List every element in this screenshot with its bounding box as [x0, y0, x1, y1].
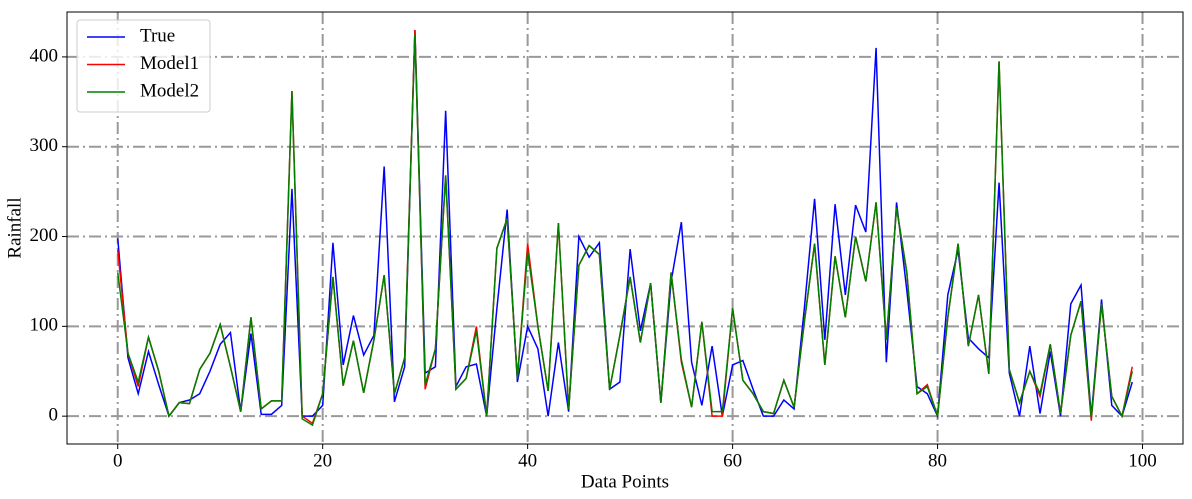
y-tick-label: 0 [49, 405, 59, 426]
x-axis-label: Data Points [581, 471, 669, 492]
y-axis-label: Rainfall [4, 197, 25, 258]
series-line [116, 34, 1134, 427]
series-line [116, 29, 1134, 425]
legend-label: Model2 [140, 80, 199, 101]
x-tick-label: 20 [313, 450, 332, 471]
x-tick-label: 60 [723, 450, 742, 471]
plot-frame [66, 11, 1184, 445]
y-tick-label: 100 [30, 315, 59, 336]
x-tick-label: 0 [113, 450, 123, 471]
y-tick-label: 300 [30, 135, 59, 156]
y-tick-label: 400 [30, 45, 59, 66]
x-tick-label: 40 [518, 450, 537, 471]
legend-label: Model1 [140, 53, 199, 74]
x-tick-label: 80 [928, 450, 947, 471]
legend-label: True [140, 25, 175, 46]
series-line [116, 29, 1133, 420]
x-tick-label: 100 [1128, 450, 1157, 471]
legend-box [76, 19, 211, 113]
legend: True Model1 Model2 [76, 19, 211, 113]
y-tick-label: 200 [30, 225, 59, 246]
